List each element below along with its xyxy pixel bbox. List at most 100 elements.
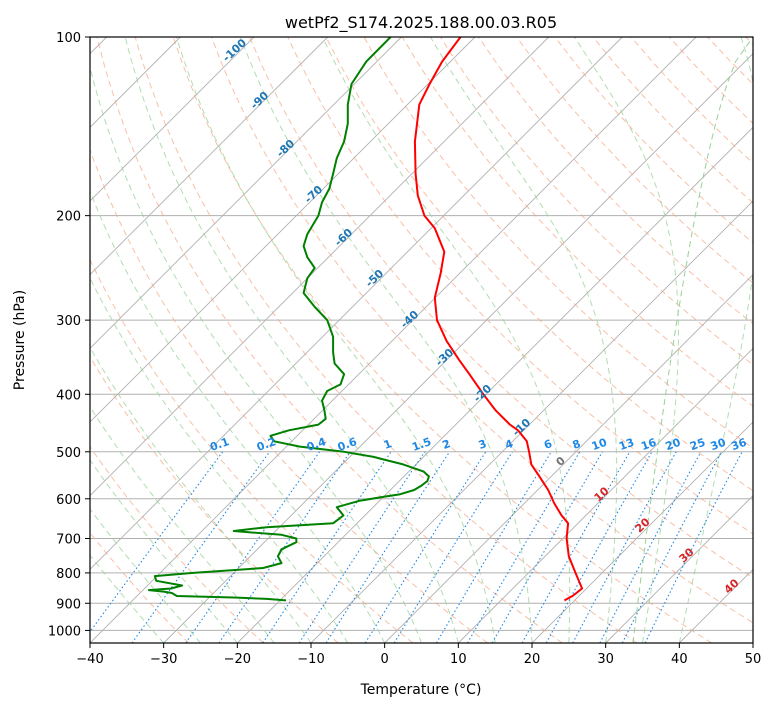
moist-adiabat-line (573, 37, 679, 643)
mixing-ratio-line (644, 451, 743, 643)
mixing-ratio-line (599, 451, 702, 643)
dry-adiabat-line (172, 37, 712, 643)
dry-adiabat-label: -40 (398, 308, 422, 331)
mixing-ratio-line (572, 451, 677, 643)
dry-adiabat-line (90, 258, 414, 643)
isotherm-line (90, 37, 623, 570)
isotherm-line (531, 421, 753, 643)
dry-adiabat-line (439, 37, 753, 366)
isotherm-line (90, 37, 697, 643)
mixing-ratio-label: 1.5 (410, 435, 433, 454)
moist-adiabat-line (90, 459, 238, 643)
mixing-ratio-label: 8 (571, 437, 583, 452)
dry-adiabat-label: -10 (510, 416, 534, 439)
dry-adiabat-label: -80 (274, 137, 298, 160)
moist-adiabat-line (239, 37, 533, 643)
x-tick-label: 10 (450, 652, 467, 667)
x-tick-label: 40 (671, 652, 688, 667)
mixing-ratio-line (298, 451, 426, 643)
dewpoint-profile-line (147, 37, 430, 602)
plot-frame (89, 36, 754, 644)
dry-adiabat-line (554, 37, 753, 244)
dry-adiabat-label: 30 (677, 545, 697, 565)
isotherm-line (90, 37, 255, 202)
series-layer (147, 37, 584, 602)
mixing-ratio-label: 25 (688, 436, 707, 453)
x-tick-label: 30 (597, 652, 614, 667)
dry-adiabat-label: -20 (471, 382, 495, 405)
mixing-ratio-label: 0.6 (336, 435, 359, 454)
x-tick-label: 20 (524, 652, 541, 667)
isotherm-line (90, 37, 476, 423)
isotherm-line (384, 274, 753, 643)
dry-adiabat-label: 10 (592, 484, 612, 504)
y-tick-label: 500 (56, 446, 81, 461)
mixing-ratio-label: 36 (730, 436, 749, 454)
x-tick-label: 50 (745, 652, 762, 667)
y-tick-label: 700 (56, 533, 81, 548)
y-axis-label: Pressure (hPa) (12, 290, 28, 390)
mixing-ratio-label: 20 (664, 436, 683, 454)
y-tick-label: 800 (56, 567, 81, 582)
y-tick-label: 1000 (48, 624, 81, 639)
mixing-ratio-label: 0.4 (305, 435, 328, 454)
isotherm-line (90, 37, 549, 497)
moist-adiabat-line (430, 37, 618, 643)
dry-adiabat-line (90, 148, 488, 643)
mixing-ratio-label: 16 (639, 436, 658, 454)
y-tick-label: 400 (56, 388, 81, 403)
mixing-ratio-label: 13 (617, 436, 636, 453)
x-tick-label: 0 (381, 652, 389, 667)
dry-adiabat-label: -50 (363, 267, 387, 290)
x-tick-label: −30 (150, 652, 177, 667)
mixing-ratio-line (467, 451, 581, 643)
mixing-ratio-line (131, 451, 271, 643)
x-tick-label: −10 (297, 652, 324, 667)
dry-adiabat-line (478, 37, 753, 325)
mixing-ratio-line (364, 451, 487, 643)
chart-title: wetPf2_S174.2025.188.00.03.R05 (285, 13, 557, 33)
dry-adiabat-label: 20 (633, 515, 653, 535)
mixing-ratio-label: 6 (542, 437, 554, 452)
moist-adiabat-line (90, 276, 349, 643)
dry-adiabat-line (211, 37, 753, 624)
y-tick-label: 200 (56, 210, 81, 225)
mixing-ratio-label: 10 (590, 436, 609, 454)
dry-adiabat-label: -60 (332, 226, 356, 249)
moist-adiabat-line (124, 37, 459, 643)
y-tick-label: 300 (56, 314, 81, 329)
moist-adiabat-line (90, 189, 386, 643)
dry-adiabat-label: 40 (722, 576, 742, 596)
grid-layer (90, 37, 753, 643)
moist-adiabat-line (90, 346, 312, 643)
isotherm-line (237, 126, 753, 643)
isotherm-line (163, 53, 753, 643)
moist-adiabat-line (678, 37, 753, 643)
dry-adiabat-line (90, 445, 264, 643)
isotherm-line (310, 200, 753, 643)
envelope-arc-left (90, 37, 91, 82)
isotherm-line (752, 642, 753, 643)
mixing-ratio-line (262, 451, 392, 643)
isotherm-line (458, 347, 753, 643)
dry-adiabat-line (90, 531, 190, 643)
x-axis: −40 −30 −20 −10 0 10 20 30 40 50 (76, 643, 761, 667)
mixing-ratio-line (218, 451, 351, 643)
moist-adiabat-line (90, 406, 275, 643)
dry-adiabat-line (287, 37, 753, 535)
y-tick-label: 100 (56, 31, 81, 46)
mixing-ratio-line (90, 451, 224, 633)
dry-adiabat-label: -100 (220, 36, 249, 65)
dry-adiabat-line (516, 37, 753, 284)
mixing-ratio-line (185, 451, 321, 643)
dry-adiabat-line (707, 37, 753, 85)
dry-adiabat-line (96, 37, 563, 643)
mixing-ratio-label: 0.1 (208, 435, 231, 454)
x-axis-label: Temperature (°C) (360, 682, 482, 698)
isotherm-line (90, 37, 328, 276)
mixing-ratio-label: 3 (477, 437, 489, 452)
dry-adiabat-line (249, 37, 753, 579)
x-tick-label: −20 (224, 652, 251, 667)
mixing-ratio-line (521, 451, 631, 643)
